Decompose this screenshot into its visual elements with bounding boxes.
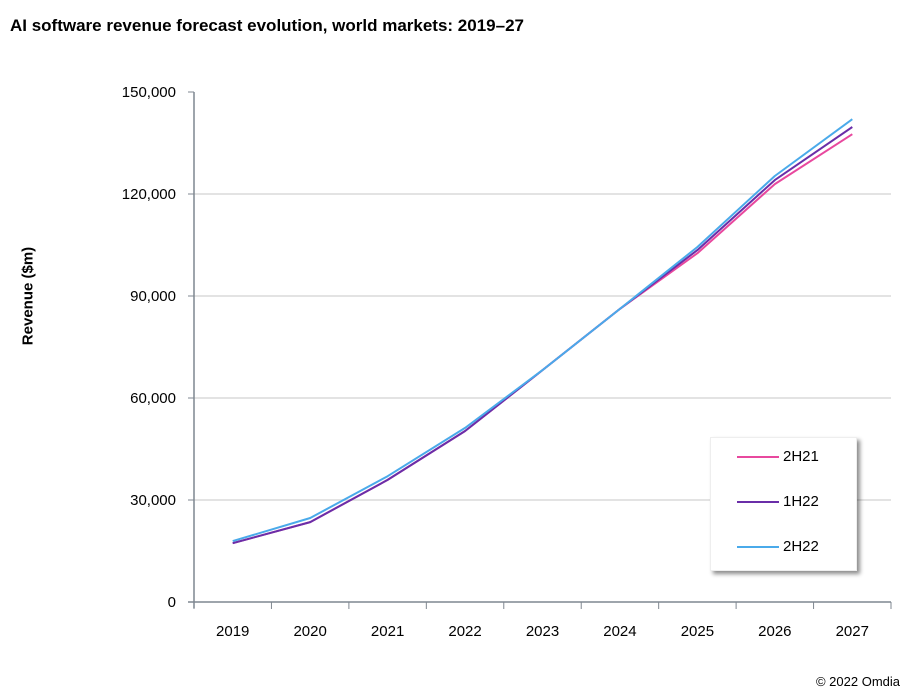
legend-swatch-2h22 bbox=[737, 545, 779, 548]
y-tick-label: 30,000 bbox=[130, 492, 176, 509]
x-tick-label: 2020 bbox=[293, 623, 326, 640]
y-tick-label: 60,000 bbox=[130, 390, 176, 407]
y-tick-label: 150,000 bbox=[122, 84, 176, 101]
x-tick-label: 2021 bbox=[371, 623, 404, 640]
x-tick-label: 2019 bbox=[216, 623, 249, 640]
y-tick-label: 0 bbox=[168, 594, 176, 611]
x-tick-label: 2027 bbox=[836, 623, 869, 640]
series-lines bbox=[232, 118, 853, 545]
y-tick-label: 120,000 bbox=[122, 186, 176, 203]
copyright-credit: © 2022 Omdia bbox=[815, 674, 900, 689]
x-tick-label: 2024 bbox=[603, 623, 636, 640]
legend-item-2h22: 2H22 bbox=[737, 538, 819, 555]
legend-swatch-2h21 bbox=[737, 455, 779, 458]
chart-title: AI software revenue forecast evolution, … bbox=[10, 16, 524, 35]
legend-label-2h21: 2H21 bbox=[783, 448, 819, 465]
x-tick-label: 2023 bbox=[526, 623, 559, 640]
legend-label-2h22: 2H22 bbox=[783, 538, 819, 555]
legend-item-2h21: 2H21 bbox=[737, 448, 819, 465]
y-tick-labels: 0 30,000 60,000 90,000 120,000 150,000 bbox=[122, 84, 176, 611]
legend-item-1h22: 1H22 bbox=[737, 493, 819, 510]
legend-swatch-1h22 bbox=[737, 500, 779, 503]
y-tick-label: 90,000 bbox=[130, 288, 176, 305]
x-tick-label: 2026 bbox=[758, 623, 791, 640]
x-tick-labels: 2019 2020 2021 2022 2023 2024 2025 2026 2027 bbox=[216, 623, 869, 640]
series-line-2h22 bbox=[232, 118, 853, 543]
axes bbox=[188, 91, 892, 609]
x-tick-label: 2025 bbox=[681, 623, 714, 640]
legend: 2H21 1H22 2H22 bbox=[710, 437, 857, 571]
x-tick-label: 2022 bbox=[448, 623, 481, 640]
legend-label-1h22: 1H22 bbox=[783, 493, 819, 510]
